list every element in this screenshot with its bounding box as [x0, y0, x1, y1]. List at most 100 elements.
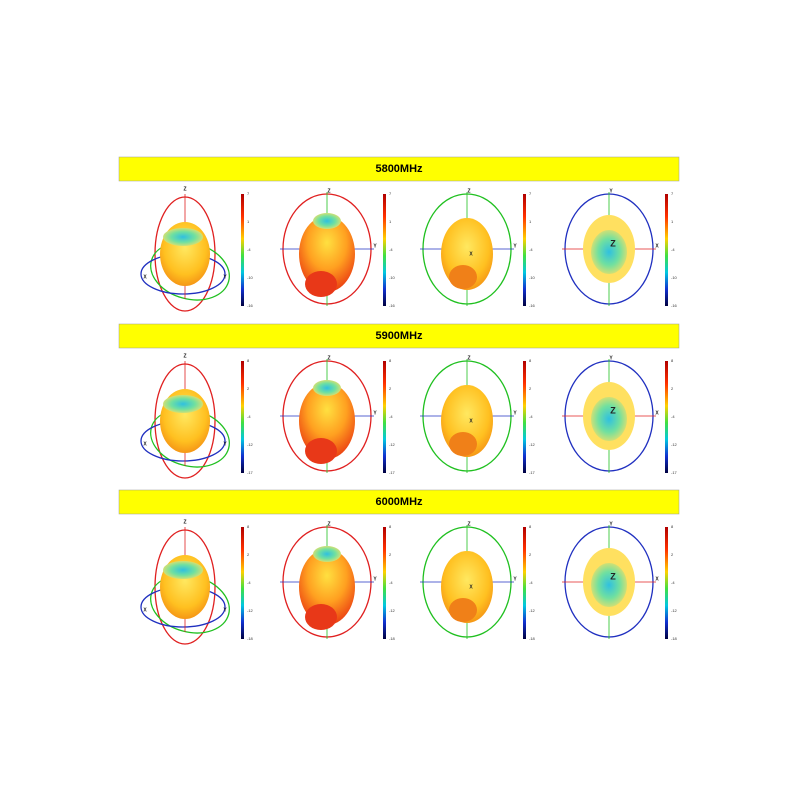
axis-label: X — [469, 418, 473, 424]
colorbar-label: -18 — [247, 636, 254, 641]
colorbar-label: 8 — [247, 358, 250, 363]
axis-label: X — [469, 584, 473, 590]
colorbar-label: -4 — [247, 247, 251, 252]
pattern-top — [313, 380, 341, 396]
colorbar — [523, 194, 526, 306]
colorbar — [383, 361, 386, 473]
axis-label: Z — [467, 188, 470, 194]
axis-label: Y — [223, 607, 227, 613]
pattern-lobe — [449, 598, 477, 622]
colorbar-label: -4 — [389, 247, 393, 252]
colorbar-label: 2 — [529, 386, 532, 391]
colorbar-label: 1 — [247, 219, 250, 224]
colorbar-label: 8 — [389, 358, 392, 363]
colorbar-label: -4 — [389, 414, 393, 419]
colorbar-label: -12 — [389, 442, 396, 447]
colorbar — [383, 194, 386, 306]
colorbar — [665, 527, 668, 639]
axis-label: Z — [327, 521, 330, 527]
colorbar — [523, 527, 526, 639]
axis-label: Z — [610, 238, 616, 248]
axis-label: Y — [609, 188, 613, 194]
colorbar-label: 2 — [389, 386, 392, 391]
frequency-bar — [118, 323, 680, 349]
colorbar-label: 8 — [671, 524, 674, 529]
colorbar — [241, 194, 244, 306]
axis-label: Y — [513, 576, 517, 582]
colorbar-label: -10 — [247, 275, 254, 280]
colorbar-label: 1 — [389, 219, 392, 224]
colorbar-label: 2 — [247, 552, 250, 557]
colorbar-label: 8 — [389, 524, 392, 529]
pattern-lobe — [305, 438, 337, 464]
axis-label: Y — [513, 410, 517, 416]
axis-label: X — [143, 607, 147, 613]
colorbar — [665, 361, 668, 473]
colorbar-label: -12 — [529, 442, 536, 447]
axis-label: Z — [183, 353, 186, 359]
colorbar-label: 7 — [529, 191, 532, 196]
colorbar-label: -4 — [671, 247, 675, 252]
frequency-bar — [118, 489, 680, 515]
frequency-bar — [118, 156, 680, 182]
colorbar-label: -10 — [529, 275, 536, 280]
frequency-title: 6000MHz — [375, 496, 423, 508]
colorbar-label: -4 — [529, 414, 533, 419]
axis-label: Y — [609, 355, 613, 361]
colorbar-label: -12 — [529, 608, 536, 613]
colorbar-label: -4 — [389, 580, 393, 585]
frequency-title: 5800MHz — [375, 163, 423, 175]
colorbar-label: -4 — [671, 580, 675, 585]
axis-label: Z — [327, 355, 330, 361]
pattern-top — [313, 546, 341, 562]
colorbar-label: 8 — [529, 524, 532, 529]
colorbar-label: -16 — [529, 303, 536, 308]
colorbar-label: -12 — [671, 442, 678, 447]
colorbar-label: 2 — [671, 386, 674, 391]
pattern-lobe — [449, 432, 477, 456]
colorbar-label: -10 — [671, 275, 678, 280]
frequency-title: 5900MHz — [375, 330, 423, 342]
colorbar-label: -17 — [671, 470, 678, 475]
pattern-lobe — [305, 604, 337, 630]
colorbar-label: 7 — [671, 191, 674, 196]
colorbar-label: -18 — [389, 636, 396, 641]
colorbar-label: 1 — [671, 219, 674, 224]
colorbar-label: -4 — [247, 580, 251, 585]
colorbar-label: -18 — [671, 636, 678, 641]
colorbar-label: 8 — [529, 358, 532, 363]
axis-label: Z — [183, 186, 186, 192]
axis-label: Z — [327, 188, 330, 194]
colorbar-label: -12 — [247, 442, 254, 447]
axis-label: Z — [610, 571, 616, 581]
pattern-top — [163, 395, 203, 413]
colorbar-label: -17 — [247, 470, 254, 475]
colorbar — [665, 194, 668, 306]
axis-label: Y — [373, 243, 377, 249]
axis-label: Y — [223, 274, 227, 280]
colorbar-label: 7 — [247, 191, 250, 196]
colorbar-label: -10 — [389, 275, 396, 280]
colorbar-label: 2 — [247, 386, 250, 391]
axis-label: Y — [373, 410, 377, 416]
axis-label: X — [143, 274, 147, 280]
colorbar-label: -12 — [247, 608, 254, 613]
colorbar — [241, 527, 244, 639]
axis-label: Y — [609, 521, 613, 527]
pattern-lobe — [305, 271, 337, 297]
colorbar-label: -16 — [389, 303, 396, 308]
axis-label: Z — [610, 405, 616, 415]
pattern-core — [591, 397, 627, 441]
axis-label: Z — [183, 519, 186, 525]
colorbar-label: 2 — [529, 552, 532, 557]
colorbar-label: -4 — [671, 414, 675, 419]
pattern-core — [591, 230, 627, 274]
colorbar-label: -16 — [671, 303, 678, 308]
pattern-top — [163, 228, 203, 246]
pattern-top — [163, 561, 203, 579]
axis-label: X — [655, 243, 659, 249]
axis-label: Z — [467, 521, 470, 527]
colorbar-label: 8 — [671, 358, 674, 363]
